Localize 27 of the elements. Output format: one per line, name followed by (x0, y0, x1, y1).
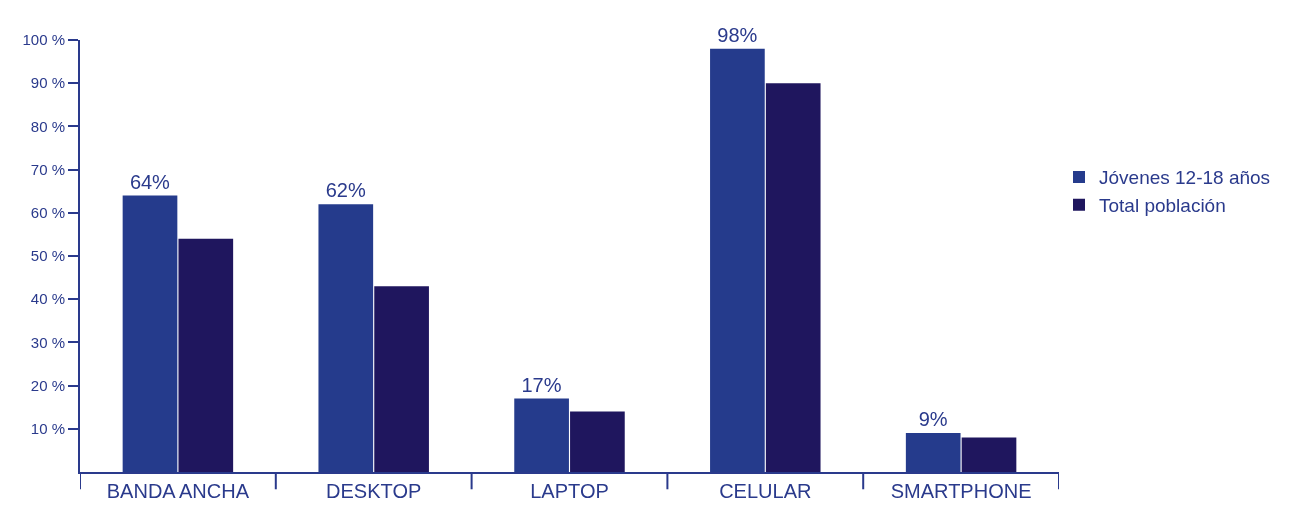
data-label: 17% (521, 373, 562, 396)
y-tick-label: 50 % (30, 247, 65, 265)
x-tick-label: SMARTPHONE (890, 480, 1032, 502)
y-tick-label: 10 % (30, 420, 65, 438)
x-tick-label: DESKTOP (326, 480, 422, 502)
y-tick-label: 80 % (30, 117, 65, 135)
data-label: 98% (717, 23, 758, 46)
bar (178, 238, 234, 472)
y-tick-label: 100 % (22, 31, 65, 49)
bar (570, 411, 625, 472)
x-tick-label: CELULAR (719, 480, 812, 502)
y-tick-label: 70 % (30, 160, 65, 178)
x-tick-label: LAPTOP (530, 480, 609, 502)
bar (961, 437, 1017, 472)
y-tick-label: 60 % (30, 204, 65, 222)
data-label: 64% (129, 170, 171, 193)
x-tick-label: BANDA ANCHA (106, 480, 250, 502)
data-label: 9% (918, 408, 948, 431)
y-tick-label: 90 % (30, 74, 65, 92)
y-tick-label: 20 % (30, 376, 65, 394)
y-tick-label: 30 % (30, 333, 65, 351)
bar (374, 286, 429, 472)
legend-label: Total población (1099, 195, 1226, 217)
data-label: 62% (325, 179, 366, 202)
bar (765, 83, 821, 472)
y-tick-label: 40 % (30, 290, 65, 308)
legend-label: Jóvenes 12-18 años (1099, 167, 1271, 189)
